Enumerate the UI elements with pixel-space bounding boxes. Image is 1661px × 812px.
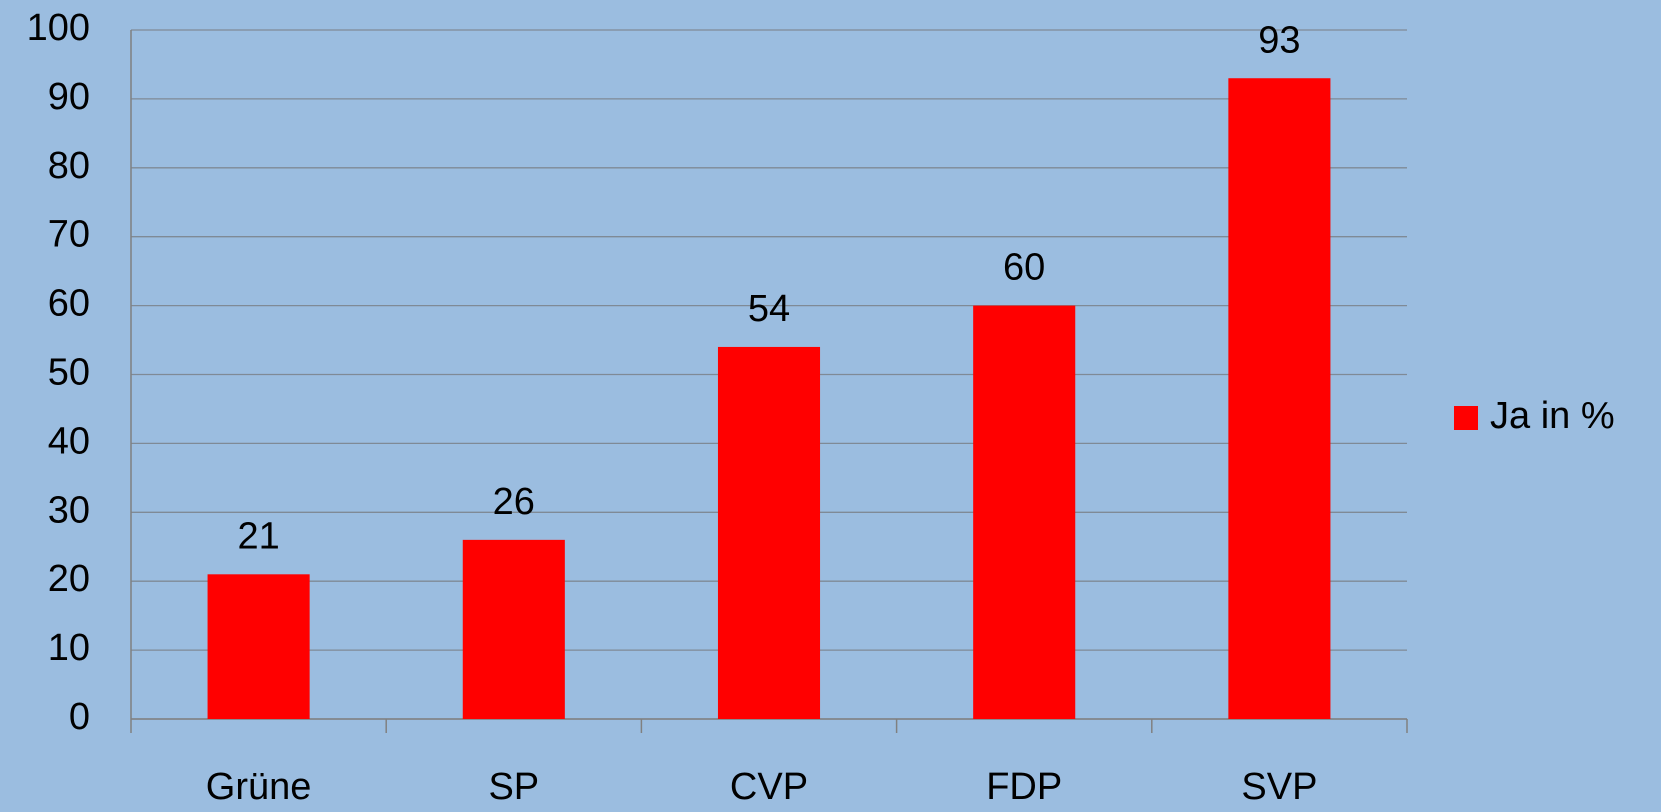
y-tick-label: 90 — [48, 76, 90, 118]
data-label: 26 — [493, 481, 535, 523]
data-label: 54 — [748, 288, 790, 330]
y-tick-label: 40 — [48, 420, 90, 462]
y-tick-label: 50 — [48, 352, 90, 394]
x-tick-label: CVP — [730, 766, 808, 808]
bar — [207, 574, 310, 719]
x-tick-label: SP — [488, 766, 539, 808]
y-tick-label: 0 — [69, 696, 90, 738]
legend-swatch — [1454, 406, 1478, 430]
x-tick-label: SVP — [1241, 766, 1317, 808]
y-tick-label: 80 — [48, 145, 90, 187]
data-label: 93 — [1258, 19, 1300, 61]
bar — [973, 305, 1076, 719]
data-label: 21 — [237, 515, 279, 557]
bar — [462, 539, 565, 719]
y-tick-label: 30 — [48, 489, 90, 531]
bar — [717, 346, 821, 719]
legend-label: Ja in % — [1490, 395, 1615, 437]
y-tick-label: 60 — [48, 283, 90, 325]
y-tick-label: 20 — [48, 558, 90, 600]
y-tick-label: 100 — [27, 7, 90, 49]
x-tick-label: FDP — [986, 766, 1062, 808]
y-tick-label: 10 — [48, 627, 90, 669]
x-tick-label: Grüne — [206, 766, 312, 808]
bar — [1228, 78, 1331, 720]
data-label: 60 — [1003, 247, 1045, 289]
y-tick-label: 70 — [48, 214, 90, 256]
